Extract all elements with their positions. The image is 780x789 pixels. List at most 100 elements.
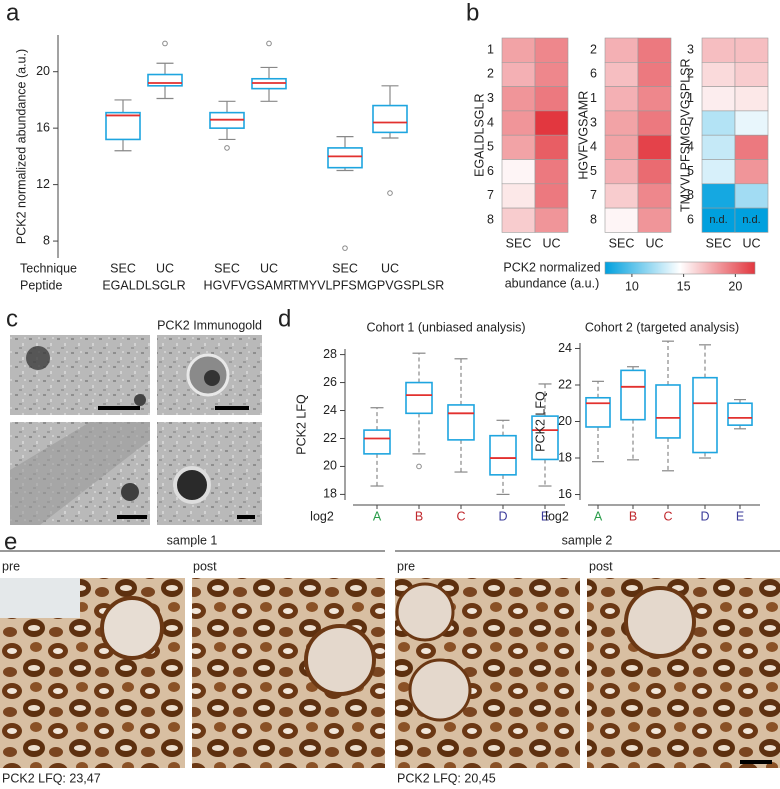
panel-letter: e	[4, 528, 17, 555]
panel-letter: d	[278, 305, 291, 332]
vesicle	[134, 394, 146, 406]
row-label: 8	[687, 188, 694, 202]
heat-cell	[734, 207, 769, 233]
cell-label: n.d.	[742, 214, 760, 226]
row-label: 5	[487, 140, 494, 154]
glomerulus	[395, 582, 455, 642]
background	[0, 578, 80, 618]
heat-cell	[604, 183, 639, 209]
row-label: 3	[487, 91, 494, 105]
box	[531, 415, 559, 461]
heat-cell	[534, 86, 569, 112]
box	[727, 402, 753, 426]
heat-cell	[534, 110, 569, 136]
y-tick-label: 12	[36, 177, 50, 191]
heat-cell	[637, 207, 672, 233]
outlier	[224, 145, 230, 151]
sample-title: sample 2	[562, 533, 613, 547]
heat-cell	[501, 110, 536, 136]
heat-cell	[637, 86, 672, 112]
heat-cell	[701, 110, 736, 136]
outlier	[266, 40, 272, 47]
heat-cell	[501, 183, 536, 209]
x-tick-label: UC	[156, 261, 174, 275]
caption: PCK2 LFQ: 20,45	[397, 771, 496, 785]
column-label: SEC	[506, 237, 532, 251]
row-label: 4	[590, 140, 597, 154]
colorbar-tick-label: 10	[625, 279, 639, 293]
column-label: UC	[645, 237, 663, 251]
outlier	[162, 40, 168, 47]
y-tick-label: 20	[323, 459, 337, 473]
heat-cell	[534, 207, 569, 233]
x-axis-label: log2	[310, 509, 334, 523]
micrograph	[10, 335, 150, 415]
glomerulus	[100, 596, 164, 660]
heat-cell	[637, 134, 672, 160]
row-label: 7	[687, 115, 694, 129]
row-label: 4	[487, 115, 494, 129]
row-label: 3	[687, 42, 694, 56]
x-tick-label: C	[663, 509, 672, 523]
x-tick-label: A	[373, 509, 382, 523]
row-label: 5	[687, 164, 694, 178]
x-tick-label: SEC	[214, 261, 240, 275]
heat-cell	[501, 37, 536, 63]
y-axis-label: PCK2 normalized abundance (a.u.)	[14, 49, 28, 244]
row-title: Technique	[20, 261, 77, 275]
x-tick-label: D	[700, 509, 709, 523]
glomerulus	[624, 586, 696, 658]
row-label: 6	[687, 213, 694, 227]
panel-letters: a b c d e	[4, 0, 479, 555]
row-label: 6	[487, 164, 494, 178]
x-tick-label: SEC	[110, 261, 136, 275]
heat-cell	[501, 61, 536, 87]
micrographs: PCK2 Immunogold	[10, 318, 262, 525]
row-label: 8	[590, 213, 597, 227]
glomerulus	[408, 658, 472, 722]
image-label: post	[589, 559, 613, 573]
image-label: pre	[397, 559, 415, 573]
heat-cell	[701, 61, 736, 87]
x-tick-label: D	[498, 509, 507, 523]
heat-cell	[534, 159, 569, 185]
group-label: TMYVLPFSMGPVGSPLSR	[291, 278, 445, 292]
y-tick-label: 22	[323, 431, 337, 445]
y-tick-label: 28	[323, 347, 337, 361]
row-label: 1	[590, 91, 597, 105]
sample-title: sample 1	[167, 533, 218, 547]
image-label: post	[193, 559, 217, 573]
panel-title: PCK2 Immunogold	[157, 318, 262, 332]
box	[105, 111, 141, 141]
heat-cell	[501, 159, 536, 185]
box	[327, 147, 363, 169]
vesicle	[121, 483, 139, 501]
heat-cell	[701, 134, 736, 160]
heat-cell	[637, 159, 672, 185]
image-label: pre	[2, 559, 20, 573]
y-tick-label: 8	[43, 233, 50, 247]
map-title: EGALDLSGLR	[472, 94, 486, 177]
heat-cell	[637, 61, 672, 87]
row-label: 2	[687, 67, 694, 81]
row-label: 6	[590, 67, 597, 81]
heat-cell	[701, 207, 736, 233]
heat-cell	[734, 37, 769, 63]
outlier	[416, 463, 422, 470]
box	[620, 369, 646, 421]
heat-cell	[534, 61, 569, 87]
heat-cell	[604, 159, 639, 185]
column-label: SEC	[706, 237, 732, 251]
heat-cell	[604, 110, 639, 136]
x-tick-label: UC	[260, 261, 278, 275]
y-tick-label: 20	[36, 64, 50, 78]
box	[489, 434, 517, 476]
panel-letter: b	[466, 0, 479, 26]
box	[655, 384, 681, 439]
x-tick-label: B	[415, 509, 423, 523]
row-label: 8	[487, 213, 494, 227]
box	[372, 104, 408, 134]
row-label: 7	[590, 188, 597, 202]
heat-cell	[701, 183, 736, 209]
